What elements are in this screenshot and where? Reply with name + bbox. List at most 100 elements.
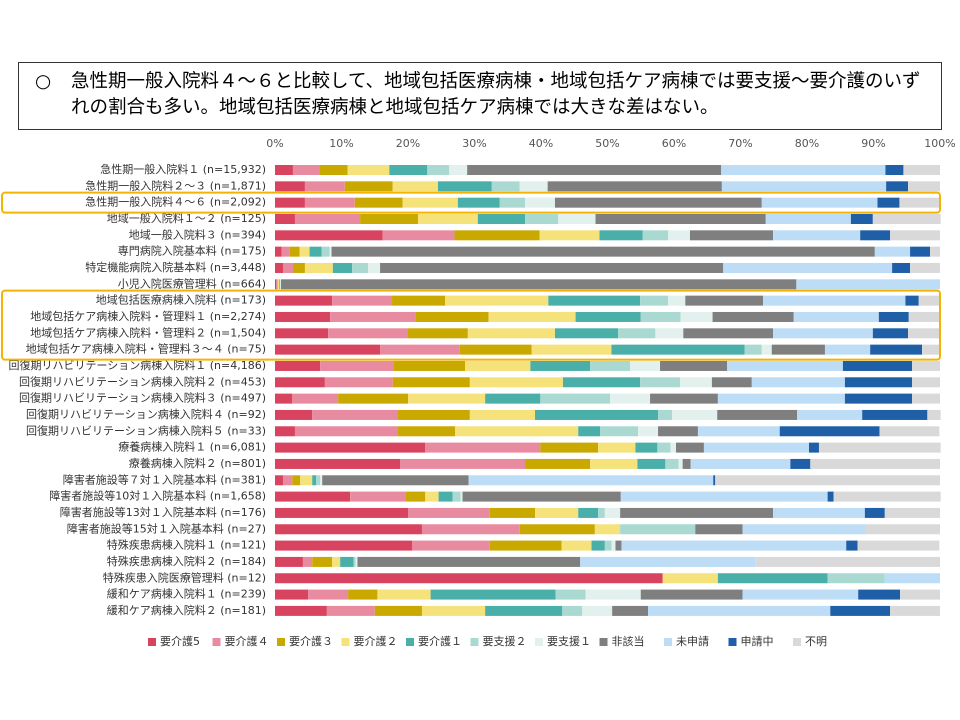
bar-segment	[599, 230, 643, 241]
bar-segment	[275, 605, 327, 616]
bar-segment	[910, 246, 931, 257]
bar-segment	[292, 262, 305, 273]
bar-segment	[658, 409, 673, 420]
bar-segment	[427, 165, 450, 175]
legend-label: 不明	[805, 635, 827, 648]
bar-segment	[615, 540, 622, 551]
bar-segment	[499, 197, 526, 208]
bar-segment	[320, 360, 394, 371]
legend-label: 申請中	[741, 634, 774, 648]
category-label: 障害者施設等10対１入院基本料 (n=1,658)	[49, 489, 266, 503]
bar-segment	[488, 311, 576, 322]
bar-segment	[320, 475, 323, 486]
legend-label: 非該当	[612, 634, 645, 648]
bar-segment	[682, 458, 691, 469]
x-tick-label: 10%	[329, 137, 353, 150]
bar-segment	[319, 165, 348, 175]
bar-segment	[715, 475, 940, 486]
bar-segment	[860, 230, 891, 241]
highlight-box	[1, 289, 941, 361]
bar-segment	[300, 475, 313, 486]
bar-segment	[275, 213, 295, 224]
bar-segment	[421, 605, 486, 616]
bar-segment	[485, 393, 541, 404]
bar-segment	[275, 328, 329, 339]
category-label: 特殊疾患入院医療管理料 (n=12)	[103, 570, 266, 584]
bar-segment	[312, 409, 399, 420]
category-label: 緩和ケア病棟入院料２ (n=181)	[107, 603, 266, 617]
bar-segment	[842, 360, 913, 371]
category-label: 回復期リハビリテーション病棟入院料２ (n=453)	[19, 374, 266, 388]
bar-segment	[591, 540, 605, 551]
bar-segment	[658, 426, 698, 437]
bar-segment	[711, 377, 752, 388]
bar-segment	[742, 524, 866, 535]
bar-segment	[721, 165, 886, 175]
bar-segment	[355, 556, 358, 567]
bar-segment	[755, 556, 940, 567]
category-label: 回復期リハビリテーション病棟入院料４ (n=92)	[26, 407, 266, 421]
bar-segment	[389, 165, 428, 175]
bar-segment	[347, 165, 390, 175]
bar-segment	[312, 475, 317, 486]
note-marker: ○	[35, 71, 52, 92]
bar-segment	[415, 311, 489, 322]
bar-segment	[797, 409, 863, 420]
bar-segment	[884, 573, 940, 584]
x-tick-label: 80%	[795, 137, 819, 150]
bar-segment	[885, 165, 904, 175]
bar-segment	[908, 181, 940, 192]
bar-segment	[562, 605, 583, 616]
bar-segment	[751, 377, 845, 388]
bar-segment	[275, 524, 422, 535]
bar-segment	[309, 246, 322, 257]
bar-segment	[460, 491, 463, 502]
bar-segment	[392, 181, 438, 192]
bar-segment	[761, 344, 772, 355]
bar-segment	[292, 165, 320, 175]
bar-segment	[590, 458, 638, 469]
bar-segment	[761, 197, 878, 208]
bar-segment	[425, 442, 541, 453]
bar-segment	[275, 458, 401, 469]
bar-segment	[332, 262, 353, 273]
bar-segment	[452, 491, 461, 502]
summary-note: ○ 急性期一般入院料４～６と比較して、地域包括医療病棟・地域包括ケア病棟では要支…	[18, 62, 942, 130]
bar-segment	[275, 295, 333, 306]
bar-segment	[276, 279, 278, 290]
category-label: 地域包括医療病棟入院料 (n=173)	[96, 293, 266, 307]
bar-segment	[304, 262, 333, 273]
bar-segment	[912, 360, 940, 371]
bar-segment	[612, 605, 649, 616]
category-label: 地域一般入院料３ (n=394)	[129, 227, 266, 241]
bar-segment	[695, 524, 743, 535]
bar-segment	[350, 491, 406, 502]
bar-segment	[275, 475, 283, 486]
bar-segment	[332, 295, 393, 306]
bar-segment	[292, 475, 301, 486]
bar-segment	[360, 213, 418, 224]
bar-segment	[467, 328, 555, 339]
x-tick-label: 50%	[595, 137, 619, 150]
bar-segment	[468, 475, 714, 486]
bar-segment	[865, 524, 940, 535]
bar-segment	[275, 507, 408, 518]
bar-segment	[604, 540, 612, 551]
bar-segment	[332, 556, 341, 567]
bar-segment	[275, 360, 321, 371]
bar-segment	[275, 230, 383, 241]
legend-label: 要介護１	[418, 634, 462, 648]
bar-segment	[324, 377, 393, 388]
bar-segment	[717, 393, 845, 404]
bar-segment	[582, 605, 613, 616]
bar-segment	[723, 262, 893, 273]
bar-segment	[548, 295, 641, 306]
category-label: 急性期一般入院料１ (n=15,932)	[100, 162, 266, 176]
bar-segment	[380, 344, 460, 355]
bar-segment	[558, 213, 596, 224]
category-label: 地域包括ケア病棟入院料・管理料１ (n=2,274)	[30, 309, 266, 323]
bar-segment	[790, 458, 811, 469]
bar-segment	[489, 540, 562, 551]
bar-segment	[690, 458, 791, 469]
